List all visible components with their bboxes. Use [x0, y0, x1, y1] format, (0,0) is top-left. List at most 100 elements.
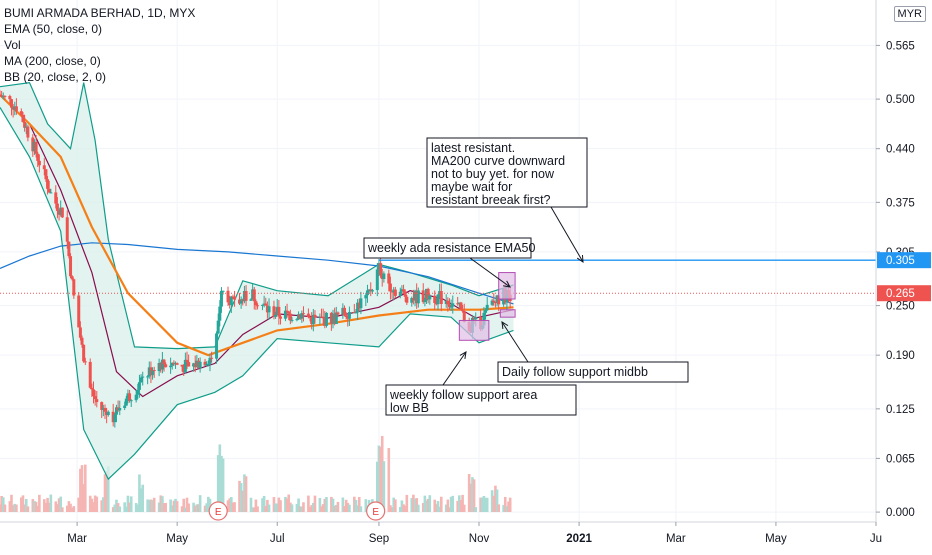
candle-body: [113, 414, 117, 423]
volume-bar: [61, 507, 64, 512]
volume-bar: [42, 499, 46, 512]
candle-body: [354, 312, 358, 314]
volume-bar: [226, 500, 230, 512]
volume-bar: [70, 507, 74, 512]
candle-body: [175, 363, 179, 365]
volume-bar: [90, 498, 94, 512]
time-axis[interactable]: Mar May Jul Sep Nov 2021 Mar May Ju: [0, 521, 882, 550]
volume-bar: [359, 506, 363, 512]
candle-body: [490, 300, 494, 305]
volume-bar: [10, 494, 13, 512]
candle-body: [185, 359, 189, 363]
volume-bar: [82, 484, 85, 512]
volume-bar: [56, 504, 59, 512]
candle-body: [390, 291, 394, 293]
price-tick-label: 0.065: [886, 453, 915, 465]
volume-bar: [436, 501, 440, 512]
volume-bar: [20, 497, 23, 512]
volume-bar: [106, 466, 110, 512]
volume-bar: [318, 498, 322, 512]
time-axis-bg: [0, 522, 876, 550]
volume-bar: [425, 500, 428, 512]
legend-vol[interactable]: Vol: [4, 38, 21, 52]
candle-body: [413, 290, 417, 301]
volume-bar: [484, 497, 487, 512]
candle-body: [77, 295, 81, 328]
price-axis[interactable]: 0.565 0.500 0.440 0.375 0.305 0.250 0.190 0.125…: [875, 0, 932, 550]
candle-body: [329, 312, 333, 324]
volume-bar: [139, 488, 143, 512]
legend-ema[interactable]: EMA (50, close, 0): [4, 22, 103, 36]
volume-bar: [159, 495, 163, 512]
volume-bar: [105, 471, 108, 512]
candle-body: [260, 304, 264, 306]
volume-bar: [274, 503, 277, 512]
candle-body: [9, 99, 13, 108]
candle-body: [216, 320, 220, 334]
volume-bar: [218, 444, 222, 512]
candle-body: [146, 376, 150, 378]
annotation-box: [426, 137, 588, 208]
volume-bar: [308, 506, 312, 512]
volume-bar: [88, 495, 92, 512]
symbol-title[interactable]: BUMI ARMADA BERHAD, 1D, MYX: [4, 6, 196, 20]
candle-body: [375, 269, 379, 291]
candle-body: [285, 310, 289, 312]
candle-body: [124, 398, 128, 406]
annotation-arrowhead: [503, 280, 511, 288]
candle-body: [497, 295, 501, 305]
volume-bar: [353, 496, 356, 512]
candle-body: [187, 362, 191, 367]
candle-body: [134, 394, 138, 401]
volume-bar: [377, 445, 381, 512]
candle-body: [210, 357, 214, 359]
volume-bar: [138, 474, 141, 512]
candle-body: [157, 363, 161, 372]
candle-body: [392, 289, 396, 293]
volume-bar: [161, 496, 164, 512]
annotation-text: weekly follow support area: [389, 388, 537, 402]
time-tick-label: 2021: [566, 533, 592, 545]
annotation-text: MA200 curve downward: [431, 154, 565, 168]
candle-body: [493, 302, 497, 304]
volume-bar: [65, 505, 69, 512]
candle-body: [308, 317, 312, 319]
volume-bar: [57, 498, 61, 512]
candle-body: [34, 141, 38, 154]
bb-fill: [0, 82, 514, 480]
volume-bar: [272, 497, 276, 512]
candle-body: [256, 305, 260, 307]
volume-bar: [195, 504, 199, 512]
candle-body: [159, 363, 163, 370]
candle-body: [92, 389, 96, 397]
volume-bar: [141, 484, 145, 512]
volume-bar: [129, 496, 133, 512]
candle-body: [495, 295, 499, 303]
candle-body: [72, 279, 76, 296]
candle-body: [196, 360, 200, 369]
volume-bar: [123, 502, 126, 512]
candle-body: [341, 307, 345, 315]
volume-bar: [146, 499, 149, 512]
volume-bar: [346, 502, 350, 512]
currency-badge[interactable]: MYR: [893, 6, 926, 22]
volume-bar: [390, 507, 394, 512]
time-tick-label: Jul: [270, 533, 285, 545]
candle-body: [451, 303, 455, 307]
volume-bar: [438, 506, 441, 512]
candle-body: [428, 295, 432, 300]
volume-bar: [321, 504, 325, 512]
candle-body: [244, 291, 248, 301]
volume-bar: [31, 499, 35, 512]
volume-bar: [505, 506, 509, 512]
candle-body: [111, 411, 115, 423]
volume-bar: [357, 497, 361, 512]
candle-body: [83, 361, 87, 363]
legend-bb[interactable]: BB (20, close, 2, 0): [4, 70, 107, 84]
volume-bar: [341, 497, 345, 512]
ema50-line: [0, 94, 514, 357]
legend-ma[interactable]: MA (200, close, 0): [4, 54, 101, 68]
